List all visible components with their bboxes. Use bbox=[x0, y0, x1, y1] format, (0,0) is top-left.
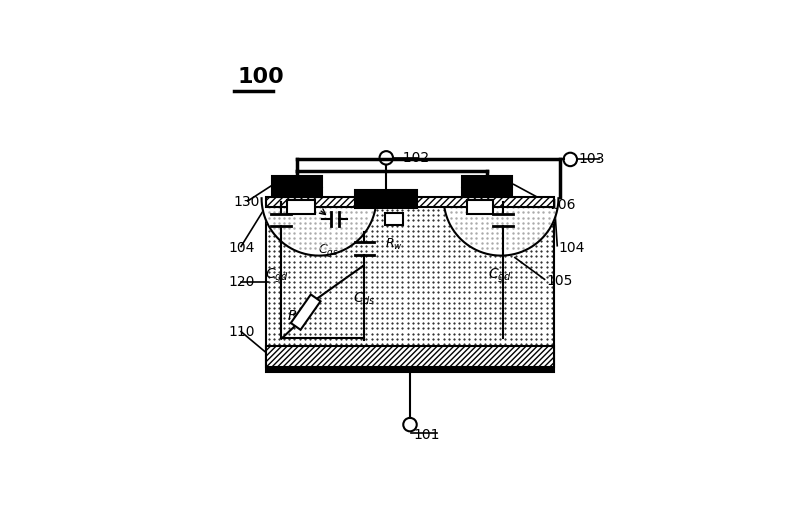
Text: $C_{ds}$: $C_{ds}$ bbox=[353, 291, 375, 307]
Polygon shape bbox=[444, 198, 558, 255]
Bar bbox=[266, 346, 554, 367]
Bar bbox=[291, 295, 321, 330]
Text: 104: 104 bbox=[228, 241, 254, 255]
Bar bbox=[266, 366, 554, 372]
Bar bbox=[462, 188, 512, 197]
Bar bbox=[467, 200, 493, 214]
Text: 103: 103 bbox=[578, 153, 605, 167]
Text: $R_D$: $R_D$ bbox=[286, 308, 306, 325]
Text: 104: 104 bbox=[558, 241, 585, 255]
Bar bbox=[272, 188, 322, 197]
Text: 106: 106 bbox=[550, 198, 576, 212]
Bar bbox=[355, 190, 417, 208]
Text: $C_{gs}$: $C_{gs}$ bbox=[318, 242, 339, 259]
Text: $C_{gd}$: $C_{gd}$ bbox=[265, 266, 289, 285]
Text: $C_{gd}$: $C_{gd}$ bbox=[488, 266, 513, 285]
Text: 105: 105 bbox=[546, 274, 573, 288]
Bar bbox=[266, 197, 554, 207]
Text: $R_w$: $R_w$ bbox=[385, 237, 403, 252]
Bar bbox=[287, 200, 315, 214]
Bar bbox=[272, 176, 322, 187]
Text: 102: 102 bbox=[394, 151, 430, 165]
Bar bbox=[385, 213, 403, 225]
Bar bbox=[266, 198, 554, 372]
Bar bbox=[462, 176, 512, 187]
Text: 100: 100 bbox=[238, 67, 285, 87]
Text: 110: 110 bbox=[228, 325, 254, 339]
Text: 130: 130 bbox=[234, 195, 260, 209]
Polygon shape bbox=[262, 198, 376, 255]
Text: 120: 120 bbox=[228, 275, 254, 289]
Text: 101: 101 bbox=[413, 428, 440, 442]
